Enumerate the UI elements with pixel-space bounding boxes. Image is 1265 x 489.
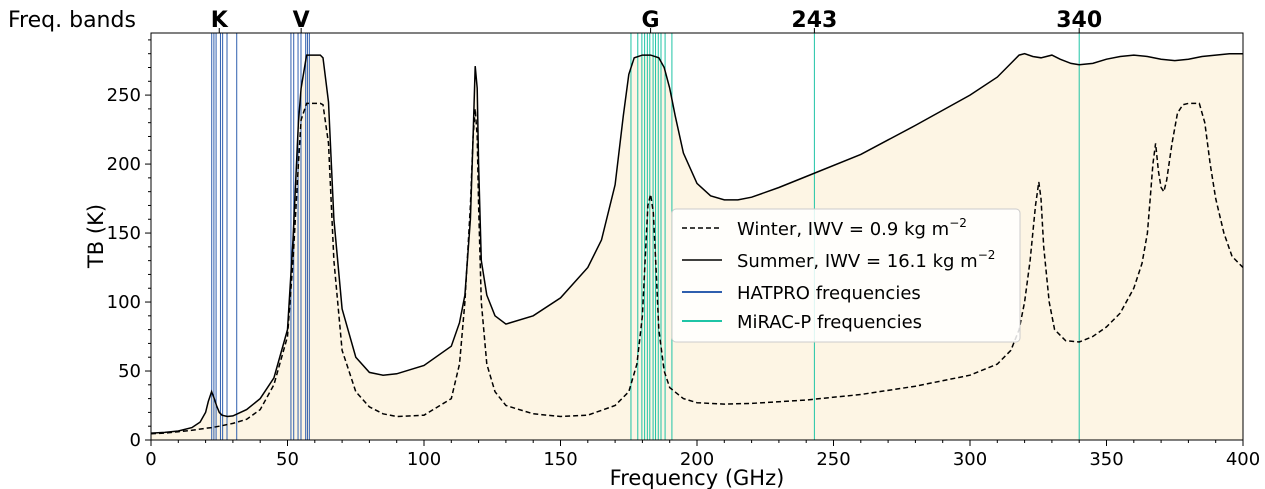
band-label: 243	[791, 8, 837, 33]
summer-series-line	[151, 52, 1243, 434]
x-tick-label: 150	[543, 449, 577, 470]
x-tick-label: 50	[276, 449, 299, 470]
x-tick-label: 200	[680, 449, 714, 470]
legend-box	[671, 208, 1021, 343]
band-title: Freq. bands	[8, 8, 136, 33]
x-axis-label: Frequency (GHz)	[610, 466, 785, 489]
legend-mirac-label: MiRAC-P frequencies	[737, 312, 922, 333]
legend: Winter, IWV = 0.9 kg m−2 Summer, IWV = 1…	[671, 208, 1021, 343]
winter-series-line	[151, 102, 1243, 435]
y-tick-label: 200	[107, 154, 141, 175]
x-tick-label: 250	[816, 449, 850, 470]
legend-hatpro-label: HATPRO frequencies	[737, 283, 921, 304]
band-label: 340	[1056, 8, 1102, 33]
band-label: K	[211, 8, 229, 33]
y-tick-label: 100	[107, 292, 141, 313]
y-tick-label: 250	[107, 85, 141, 106]
band-label: V	[293, 8, 310, 33]
y-tick-label: 50	[118, 361, 141, 382]
y-tick-label: 150	[107, 223, 141, 244]
legend-winter-label: Winter, IWV = 0.9 kg m−2	[737, 216, 967, 240]
x-tick-label: 350	[1089, 449, 1123, 470]
x-tick-label: 100	[407, 449, 441, 470]
x-tick-label: 400	[1226, 449, 1260, 470]
band-label: G	[642, 8, 660, 33]
x-tick-label: 0	[145, 449, 156, 470]
x-tick-label: 300	[953, 449, 987, 470]
y-axis-label: TB (K)	[84, 204, 108, 269]
legend-summer-label: Summer, IWV = 16.1 kg m−2	[737, 248, 995, 272]
y-tick-label: 0	[130, 430, 141, 451]
